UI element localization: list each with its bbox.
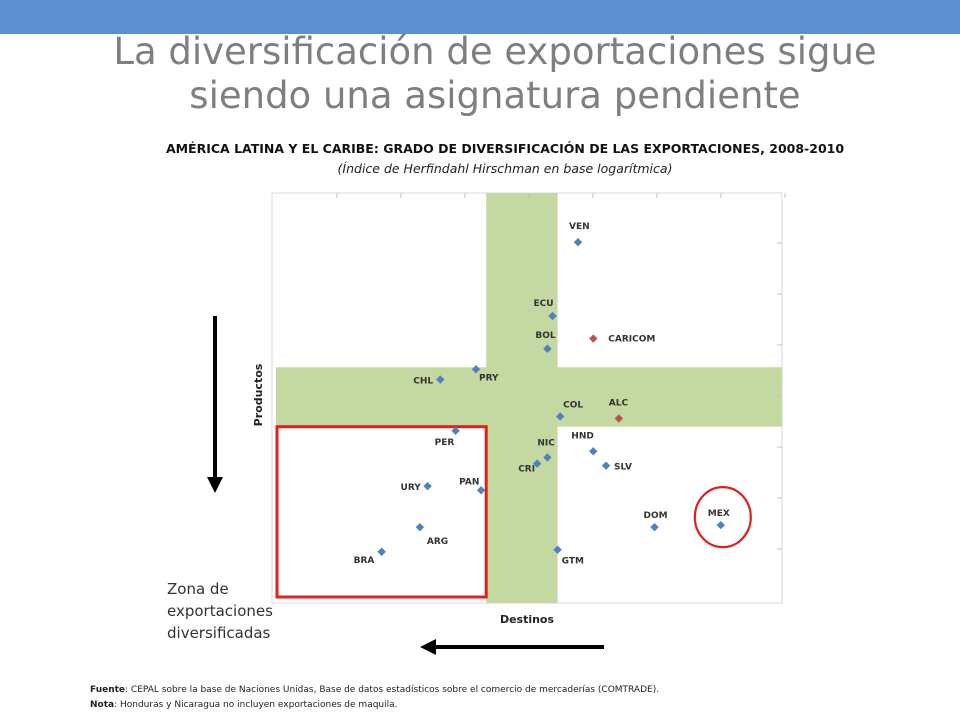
- data-point-bol: [543, 344, 552, 353]
- point-label-pan: PAN: [459, 477, 479, 487]
- top-accent-bar: [0, 0, 960, 34]
- zone-label-line-2: exportaciones: [167, 602, 273, 620]
- footer-source-label: Fuente: [90, 685, 126, 695]
- data-point-arg: [415, 522, 425, 532]
- footer-source-text: : CEPAL sobre la base de Naciones Unidas…: [125, 685, 660, 695]
- point-label-ecu: ECU: [534, 299, 554, 309]
- x-axis-label: Destinos: [500, 613, 555, 626]
- data-point-per: [451, 426, 460, 435]
- data-point-alc: [614, 414, 623, 423]
- point-label-gtm: GTM: [562, 557, 584, 567]
- point-label-alc: ALC: [609, 399, 629, 409]
- data-point-dom: [650, 522, 659, 532]
- point-label-slv: SLV: [614, 463, 632, 473]
- data-point-pry: [471, 365, 481, 374]
- horizontal-band: [276, 367, 782, 427]
- point-label-arg: ARG: [427, 537, 448, 547]
- zone-label-line-1: Zona de: [167, 580, 229, 598]
- slide-title-line-1: La diversificación de exportaciones sigu…: [113, 30, 877, 73]
- data-point-chl: [436, 375, 445, 384]
- data-point-col: [555, 412, 565, 421]
- slide-title: La diversificación de exportaciones sigu…: [60, 30, 930, 118]
- diversified-zone-label: Zona de exportaciones diversificadas: [167, 578, 307, 644]
- data-point-caricom: [589, 334, 598, 343]
- data-point-ecu: [548, 311, 557, 321]
- point-label-cri: CRI: [518, 465, 535, 475]
- point-label-hnd: HND: [571, 431, 594, 441]
- point-label-bol: BOL: [535, 331, 556, 341]
- data-point-cri: [533, 459, 542, 468]
- footer-source: Fuente: CEPAL sobre la base de Naciones …: [90, 685, 890, 695]
- point-label-dom: DOM: [644, 511, 668, 521]
- diversified-zone-frame: [275, 425, 488, 599]
- footer-note-label: Nota: [90, 700, 115, 710]
- point-label-chl: CHL: [413, 377, 433, 387]
- chart-subtitle: (Índice de Herfindahl Hirschman en base …: [337, 161, 673, 176]
- plot-area: VEN ECU BOL CARICOM PRY CHL COL ALC PER HND NIC CRI…: [252, 192, 786, 626]
- data-point-nic: [543, 453, 552, 462]
- point-label-per: PER: [435, 438, 455, 448]
- point-label-col: COL: [563, 400, 583, 410]
- point-label-ury: URY: [401, 483, 422, 493]
- point-label-bra: BRA: [354, 556, 375, 566]
- point-label-mex: MEX: [708, 509, 730, 519]
- point-label-ven: VEN: [569, 222, 590, 232]
- data-point-ven: [573, 238, 583, 247]
- slide-title-line-2: siendo una asignatura pendiente: [189, 74, 801, 117]
- data-point-pan: [476, 486, 486, 495]
- data-point-bra: [377, 547, 386, 556]
- mex-highlight-circle: [693, 485, 752, 549]
- data-point-gtm: [553, 545, 562, 554]
- footer-note-text: : Honduras y Nicaragua no incluyen expor…: [114, 700, 398, 710]
- data-point-hnd: [589, 447, 598, 456]
- zone-label-line-3: diversificadas: [167, 624, 271, 642]
- point-label-nic: NIC: [537, 438, 555, 448]
- y-axis-label: Productos: [252, 363, 265, 426]
- chart-title: AMÉRICA LATINA Y EL CARIBE: GRADO DE DIV…: [165, 141, 845, 156]
- data-point-mex: [716, 520, 725, 530]
- footer-note: Nota: Honduras y Nicaragua no incluyen e…: [90, 700, 890, 710]
- point-label-pry: PRY: [479, 373, 499, 383]
- data-point-slv: [601, 461, 611, 470]
- point-label-caricom: CARICOM: [608, 335, 655, 345]
- data-point-ury: [423, 481, 432, 491]
